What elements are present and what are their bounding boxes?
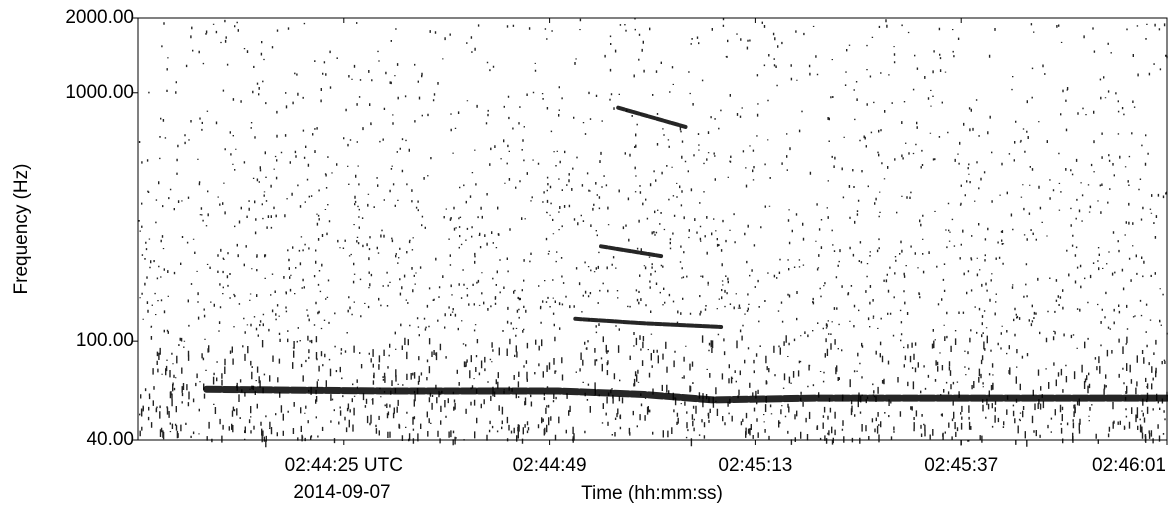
x-tick-label: 02:45:13	[718, 455, 792, 476]
y-tick-label: 1000.00	[65, 82, 134, 103]
y-tick-label: 40.00	[86, 429, 134, 450]
y-axis-label: Frequency (Hz)	[11, 164, 32, 295]
y-tick-label: 2000.00	[65, 7, 134, 28]
x-axis-date: 2014-09-07	[293, 482, 390, 503]
tone-trace	[599, 244, 664, 259]
tone-trace	[573, 316, 724, 329]
x-tick-label: 02:45:37	[924, 455, 998, 476]
plot-area	[138, 18, 1167, 440]
x-tick-label: 02:46:01	[1092, 455, 1166, 476]
plot-frame	[137, 17, 1168, 441]
marks-layer	[203, 105, 1168, 404]
tone-trace	[203, 385, 1168, 404]
x-tick-label: 02:44:25 UTC	[285, 455, 403, 476]
tone-trace	[616, 105, 689, 130]
x-axis-label: Time (hh:mm:ss)	[581, 483, 723, 504]
x-tick-label: 02:44:49	[513, 455, 587, 476]
y-tick-label: 100.00	[76, 330, 134, 351]
